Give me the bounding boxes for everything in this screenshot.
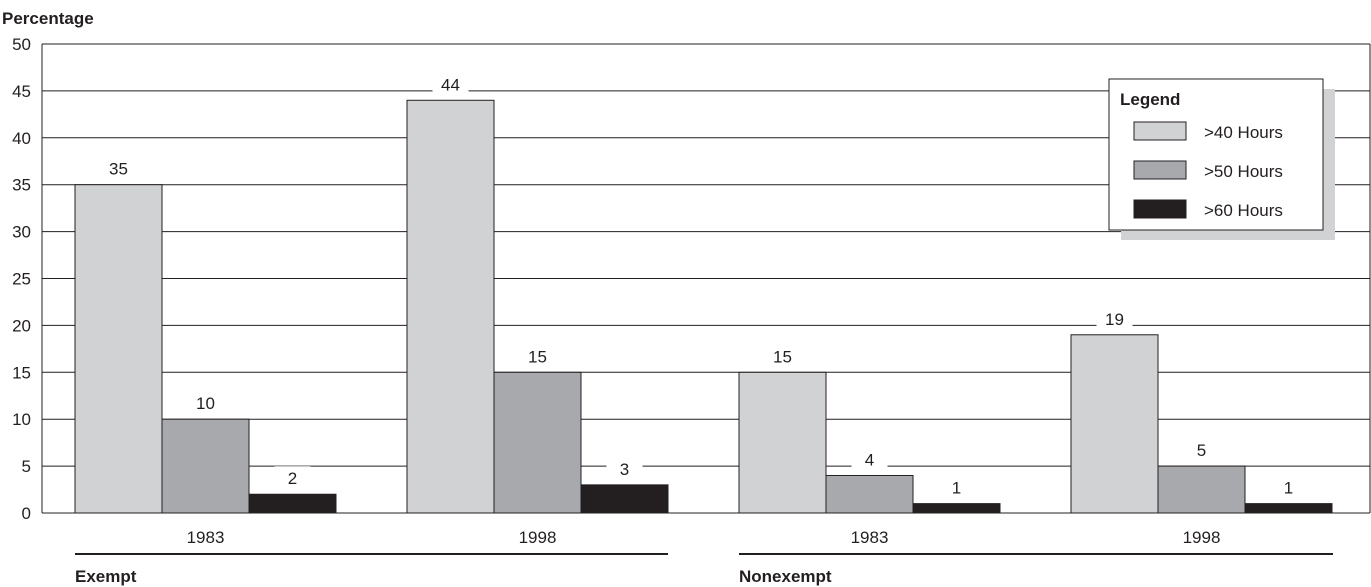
bar <box>74 184 163 514</box>
data-label-bg <box>606 456 643 479</box>
bars <box>74 99 1333 514</box>
group-label: Exempt <box>75 567 137 586</box>
data-label: 1 <box>1284 479 1293 498</box>
bar <box>1070 334 1159 514</box>
data-label-bg <box>519 344 556 367</box>
data-label-bg <box>432 72 469 95</box>
data-label: 15 <box>773 347 792 366</box>
y-tick-label: 30 <box>12 223 31 242</box>
y-tick-label: 0 <box>22 504 31 523</box>
group-label: Nonexempt <box>739 567 832 586</box>
legend-swatch <box>1133 121 1187 141</box>
x-tick-label: 1983 <box>851 528 889 547</box>
data-labels: 35 10 2 44 15 3 15 4 1 19 5 1 <box>100 72 1307 498</box>
data-label: 10 <box>196 394 215 413</box>
data-label: 15 <box>528 347 547 366</box>
legend-swatch <box>1133 199 1187 219</box>
y-tick-label: 10 <box>12 410 31 429</box>
legend-entry: >50 Hours <box>1204 162 1283 181</box>
y-tick-label: 35 <box>12 176 31 195</box>
data-label: 4 <box>865 450 874 469</box>
data-label-bg <box>1096 306 1133 329</box>
y-tick-label: 20 <box>12 316 31 335</box>
data-label: 1 <box>952 479 961 498</box>
data-label-bg <box>274 466 311 489</box>
bar <box>406 99 495 514</box>
y-tick-label: 5 <box>22 457 31 476</box>
y-tick-labels: 0 5 10 15 20 25 30 35 40 45 50 <box>12 35 31 523</box>
y-tick-label: 50 <box>12 35 31 54</box>
data-label-bg <box>1183 438 1220 461</box>
data-label-bg <box>938 475 975 498</box>
data-label-bg <box>100 156 137 179</box>
group-labels: Exempt Nonexempt <box>75 553 1333 586</box>
bar <box>1244 503 1333 514</box>
data-label: 35 <box>109 160 128 179</box>
legend: Legend >40 Hours >50 Hours >60 Hours <box>1108 78 1335 240</box>
y-tick-label: 15 <box>12 363 31 382</box>
legend-title: Legend <box>1120 90 1180 109</box>
data-label: 2 <box>288 469 297 488</box>
x-tick-label: 1983 <box>187 528 225 547</box>
y-tick-label: 40 <box>12 129 31 148</box>
bar <box>580 484 669 514</box>
bar <box>248 493 337 514</box>
x-tick-labels: 1983 1998 1983 1998 <box>187 528 1221 547</box>
y-tick-label: 45 <box>12 82 31 101</box>
data-label: 5 <box>1197 441 1206 460</box>
x-tick-label: 1998 <box>1183 528 1221 547</box>
x-tick-label: 1998 <box>519 528 557 547</box>
y-axis-label: Percentage <box>2 9 94 28</box>
legend-entry: >60 Hours <box>1204 201 1283 220</box>
data-label: 19 <box>1105 310 1124 329</box>
bar <box>825 474 914 514</box>
data-label-bg <box>851 447 888 470</box>
bar <box>161 418 250 514</box>
data-label-bg <box>1270 475 1307 498</box>
y-tick-label: 25 <box>12 270 31 289</box>
bar <box>493 371 582 514</box>
data-label: 3 <box>620 460 629 479</box>
bar <box>738 371 827 514</box>
data-label-bg <box>764 344 801 367</box>
data-label-bg <box>187 391 224 414</box>
bar <box>1157 465 1246 514</box>
bar <box>912 503 1001 514</box>
legend-swatch <box>1133 160 1187 180</box>
legend-entry: >40 Hours <box>1204 123 1283 142</box>
data-label: 44 <box>441 75 460 94</box>
